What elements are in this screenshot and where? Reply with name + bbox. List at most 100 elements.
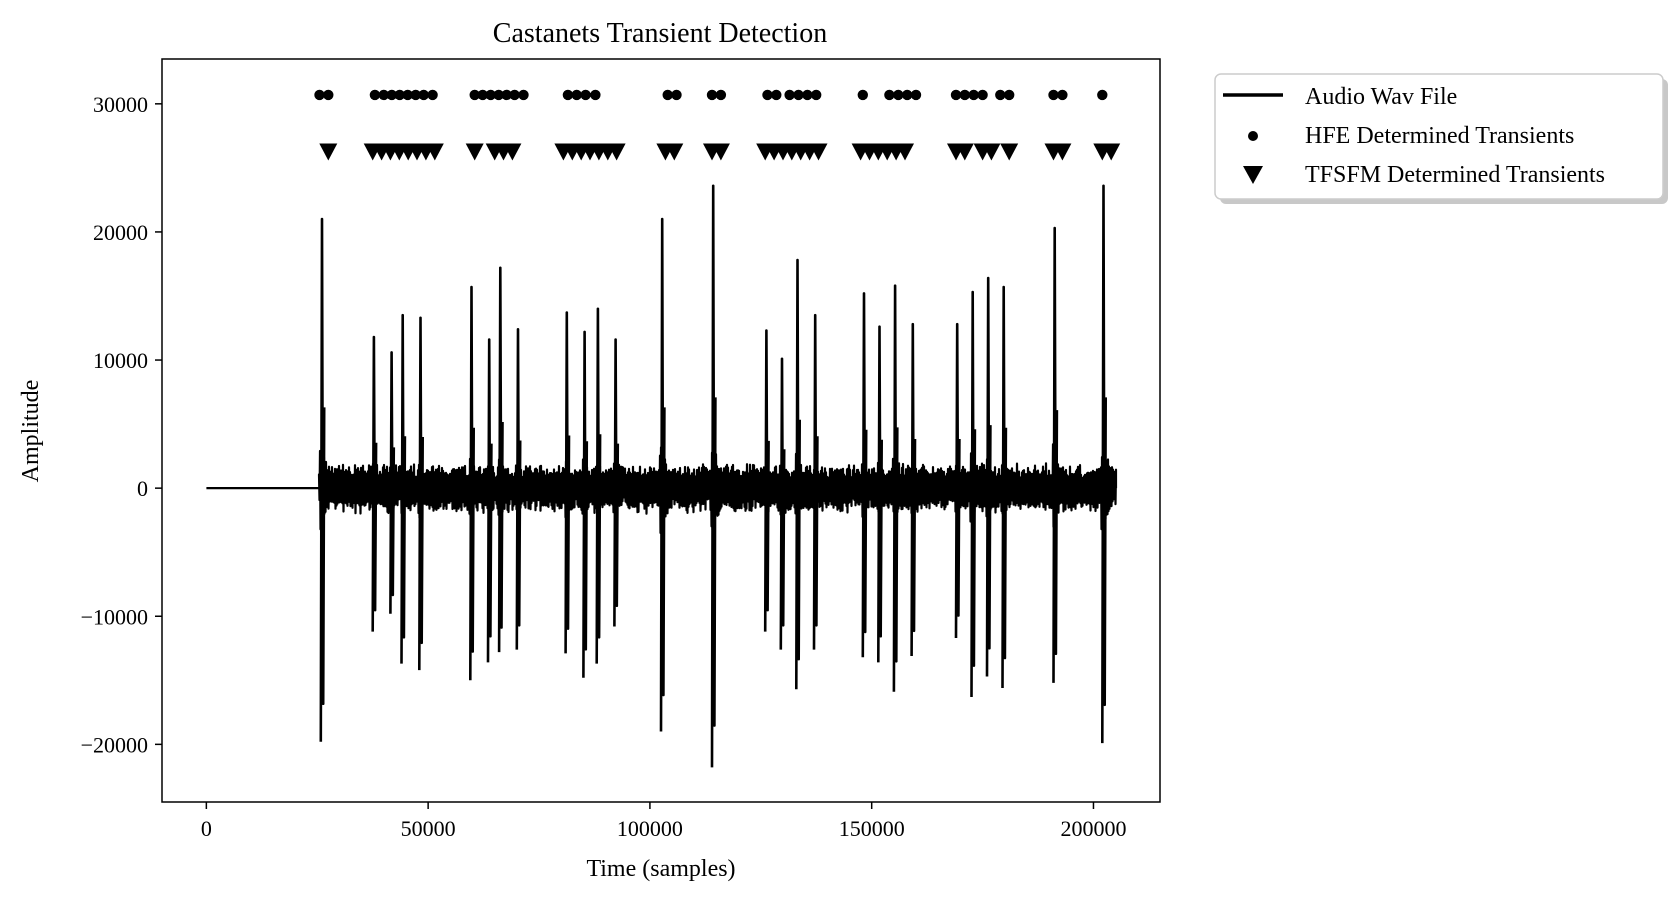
y-tick-label: 0	[137, 476, 148, 501]
hfe-transient-marker	[977, 89, 988, 101]
waveform-transient-spike	[564, 311, 571, 654]
tfsfm-transient-marker	[319, 143, 338, 161]
waveform-transient-spike	[710, 184, 717, 768]
hfe-transient-marker	[469, 89, 480, 101]
waveform-transient-spike	[877, 325, 883, 663]
waveform-transient-spike	[515, 328, 522, 650]
x-axis-ticks: 0 50000 100000 150000 200000	[201, 802, 1126, 841]
chart-title: Castanets Transient Detection	[493, 18, 827, 49]
hfe-transient-marker	[968, 89, 979, 101]
hfe-transient-marker	[509, 89, 520, 101]
hfe-transient-marker	[1057, 89, 1068, 101]
hfe-transient-marker	[562, 89, 574, 101]
hfe-transient-marker	[793, 89, 804, 101]
tfsfm-transient-marker	[982, 143, 1001, 161]
waveform-noise	[206, 443, 1118, 534]
legend-triangle-marker	[1243, 166, 1263, 184]
tfsfm-transient-marker	[425, 143, 444, 161]
hfe-transient-marker	[995, 89, 1006, 101]
waveform-transient-spike	[954, 322, 961, 639]
hfe-transient-marker	[910, 89, 922, 101]
tfsfm-transient-marker	[665, 143, 684, 161]
legend: Audio Wav File HFE Determined Transients…	[1214, 73, 1668, 204]
hfe-transient-marker	[518, 89, 529, 101]
x-tick-label: 0	[201, 816, 212, 841]
waveform-transient-spike	[400, 313, 407, 664]
tfsfm-transient-marker	[1102, 143, 1121, 161]
x-axis-label: Time (samples)	[586, 856, 735, 882]
tfsfm-transient-marker	[809, 143, 828, 161]
tfsfm-transient-marker	[955, 143, 974, 161]
legend-label-tfsfm: TFSFM Determined Transients	[1305, 162, 1605, 188]
hfe-transient-marker	[369, 89, 381, 101]
hfe-transient-marker	[477, 89, 488, 101]
legend-label-hfe: HFE Determined Transients	[1305, 123, 1574, 149]
tfsfm-transient-marker	[1000, 143, 1019, 161]
waveform-transient-spike	[892, 284, 899, 692]
axes-frame	[161, 58, 1161, 803]
waveform-transient-spike	[763, 329, 770, 632]
y-tick-label: −10000	[81, 604, 148, 629]
hfe-transient-marker	[771, 89, 782, 101]
hfe-transient-marker	[314, 89, 325, 101]
legend-circle-marker	[1248, 131, 1258, 141]
hfe-transient-marker	[493, 89, 504, 101]
hfe-transient-marker	[811, 89, 822, 101]
hfe-transient-marker	[762, 89, 773, 101]
waveform-transient-spike	[497, 266, 504, 653]
y-axis-label: Amplitude	[18, 380, 44, 483]
hfe-transient-marker	[884, 89, 895, 101]
hfe-transient-marker	[323, 89, 334, 101]
waveform-transient-spike	[613, 338, 620, 627]
hfe-transient-marker	[378, 89, 389, 101]
tfsfm-transient-marker	[896, 143, 914, 161]
tfsfm-transient-marker	[607, 143, 626, 161]
hfe-marker-series	[314, 89, 1108, 101]
waveform-transient-spike	[389, 351, 396, 614]
tfsfm-transient-marker	[503, 143, 522, 161]
hfe-transient-marker	[485, 89, 496, 101]
hfe-transient-marker	[950, 89, 962, 101]
tfsfm-transient-marker	[711, 143, 730, 161]
waveform-transient-spike	[1101, 184, 1107, 744]
waveform-transient-spike	[910, 322, 917, 657]
legend-box	[1214, 73, 1664, 200]
waveform-transient-spike	[486, 338, 493, 663]
hfe-transient-marker	[394, 89, 405, 101]
hfe-transient-marker	[802, 89, 813, 101]
y-tick-label: 20000	[93, 220, 148, 245]
y-tick-label: 10000	[93, 348, 148, 373]
x-tick-label: 100000	[617, 816, 683, 841]
hfe-transient-marker	[410, 89, 421, 101]
hfe-transient-marker	[1048, 89, 1059, 101]
x-tick-label: 50000	[401, 816, 456, 841]
waveform-transient-spike	[582, 330, 589, 678]
waveform-transient-spike	[1052, 226, 1059, 683]
y-tick-label: −20000	[81, 732, 148, 757]
hfe-transient-marker	[893, 89, 904, 101]
hfe-transient-marker	[671, 89, 682, 101]
waveform-series	[206, 184, 1118, 768]
waveform-transient-spike	[319, 217, 326, 742]
hfe-transient-marker	[590, 89, 601, 101]
hfe-transient-marker	[715, 89, 727, 101]
waveform-transient-spike	[469, 285, 475, 681]
waveform-transient-spike	[812, 313, 819, 650]
waveform-transient-spike	[861, 292, 868, 658]
hfe-transient-marker	[427, 89, 438, 101]
waveform-transient-spike	[1001, 285, 1008, 689]
hfe-transient-marker	[580, 89, 591, 101]
hfe-transient-marker	[784, 89, 795, 101]
hfe-transient-marker	[1097, 89, 1108, 101]
tfsfm-marker-series	[319, 143, 1121, 161]
hfe-transient-marker	[662, 89, 673, 101]
waveform-transient-spike	[595, 307, 602, 664]
hfe-transient-marker	[1004, 89, 1015, 101]
y-tick-label: 30000	[93, 92, 148, 117]
waveform-transient-spike	[418, 316, 424, 671]
y-axis-ticks: −20000 −10000 0 10000 20000 30000	[81, 92, 162, 757]
waveform-transient-spike	[795, 258, 801, 690]
hfe-transient-marker	[902, 89, 913, 101]
hfe-transient-marker	[402, 89, 413, 101]
